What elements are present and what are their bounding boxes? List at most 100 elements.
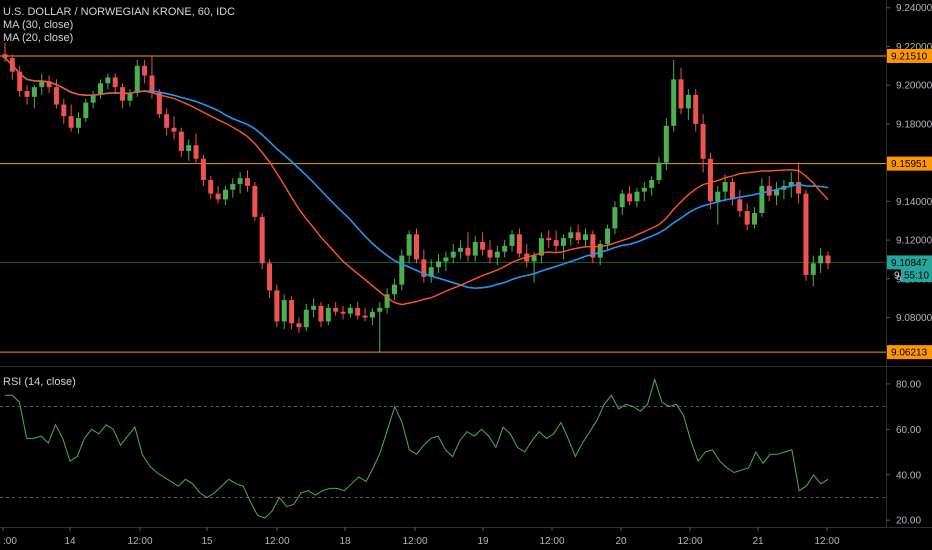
level-tag-label: 9.06213 [891,348,928,359]
candle-body [634,191,640,202]
candle-body [538,238,544,256]
candle-body [825,255,831,264]
ma20-line [4,57,829,306]
candle-body [68,116,74,128]
candle-body [759,185,765,213]
candle-body [164,114,170,128]
candle-body [98,83,104,95]
rsi-legend: RSI (14, close) [3,376,76,389]
price-tick-label: 9.22000 [896,42,932,53]
price-pane[interactable] [0,42,886,353]
candle-body [112,77,118,88]
candle-body [568,232,574,239]
countdown-prefix: 9 [894,270,900,281]
main-legend: U.S. DOLLAR / NORWEGIAN KRONE, 60, IDC M… [3,6,235,45]
candle-body [83,102,89,119]
candle-body [796,182,802,194]
candle-body [230,183,236,190]
level-tag [887,48,932,63]
candle-body [516,234,522,254]
candle-body [553,240,559,246]
candle-body [458,247,464,252]
candle-body [75,118,81,128]
candle-body [399,255,405,285]
candle-body [391,284,397,295]
candle-body [53,87,59,105]
candle-body [347,307,353,314]
candle-body [222,189,228,200]
candle-body [788,182,794,186]
last-price-label: 9.10847 [891,258,928,269]
rsi-pane[interactable] [0,377,886,519]
candle-body [575,232,581,241]
candle-body [583,234,589,241]
time-tick-label: 12:00 [539,536,564,547]
candle-body [237,178,243,184]
price-tick-label: 9.18000 [896,119,932,130]
candle-body [362,315,368,318]
candle-body [472,242,478,256]
rsi-line [5,377,829,519]
candle-body [818,255,824,264]
time-tick-label: 12:00 [814,536,839,547]
candle-body [487,249,493,258]
candle-body [605,228,611,244]
candle-body [17,71,23,91]
candle-body [480,242,486,250]
candle-body [200,158,206,181]
candle-body [186,145,192,152]
candle-body [303,309,309,328]
candle-body [619,193,625,208]
candle-body [31,87,37,97]
time-tick-label: 18 [339,536,351,547]
level-tag [887,156,932,171]
candle-body [369,311,375,318]
candle-body [178,131,184,152]
candle-body [597,243,603,258]
candle-body [678,79,684,109]
candle-body [208,180,214,194]
candle-body [252,185,258,217]
candle-body [693,94,699,124]
price-tick-label: 9.12000 [896,236,932,247]
ma30-legend: MA (30, close) [3,19,74,31]
candle-body [311,305,317,310]
time-tick-label: 12:00 [127,536,152,547]
rsi-tick-label: 80.00 [896,379,921,390]
candle-body [494,251,500,258]
candle-body [707,158,713,202]
candle-body [39,81,45,88]
candle-body [244,178,250,186]
candle-body [267,263,273,291]
rsi-tick-label: 60.00 [896,425,921,436]
candle-body [259,216,265,264]
candle-body [729,182,735,200]
candle-body [46,81,52,88]
candle-body [414,234,419,260]
candle-body [421,259,427,277]
time-axis[interactable]: :00 14 12:00 15 12:00 18 12:00 19 12:00 20 12:00 21… [2,527,840,547]
rsi-title: RSI (14, close) [3,376,76,388]
price-tick-label: 9.24000 [896,3,932,14]
time-tick-label: 20 [615,536,627,547]
price-tick-label: 9.08000 [896,313,932,324]
countdown-label: 55:10 [904,270,929,281]
level-tag [887,345,932,360]
candle-body [406,234,412,256]
price-tick-label: 9.14000 [896,197,932,208]
time-tick-label: 12:00 [402,536,427,547]
candle-body [215,193,221,200]
candle-body [744,211,750,225]
candle-body [612,207,618,229]
candle-body [2,54,8,59]
level-tag-label: 9.15951 [891,159,928,170]
candle-body [531,255,537,262]
price-axis[interactable]: 9.240009.220009.200009.180009.160009.140… [0,0,932,528]
candle-body [590,234,596,258]
candle-body [90,94,96,103]
chart-title: U.S. DOLLAR / NORWEGIAN KRONE, 60, IDC [3,6,236,18]
candle-body [105,77,111,84]
candle-body [428,267,434,277]
level-tag-label: 9.21510 [891,51,928,62]
